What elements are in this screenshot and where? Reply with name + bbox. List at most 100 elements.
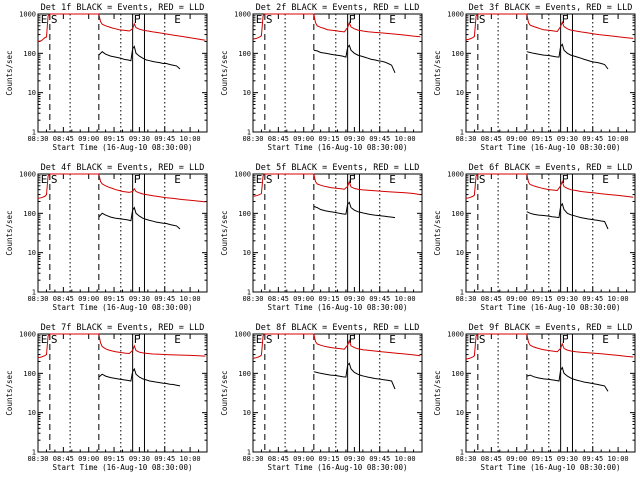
x-axis-label: Start Time (16-Aug-10 08:30:00) [481, 143, 621, 152]
x-tick-label: 09:15 [104, 135, 125, 143]
x-axis-label: Start Time (16-Aug-10 08:30:00) [481, 463, 621, 472]
detector-panel: Det 1f BLACK = Events, RED = LLD 1 10 100 10… [5, 3, 208, 152]
detector-panel: Det 5f BLACK = Events, RED = LLD 1 10 100 10… [220, 163, 423, 312]
events-series-line [526, 366, 609, 392]
x-tick-label: 09:00 [78, 455, 99, 463]
y-tick-label: 100 [238, 50, 251, 58]
lld-series-line [37, 13, 206, 42]
x-axis-label: Start Time (16-Aug-10 08:30:00) [268, 303, 408, 312]
x-tick-label: 09:30 [129, 295, 150, 303]
events-series-line [313, 362, 396, 390]
x-tick-label: 09:00 [506, 455, 527, 463]
x-tick-label: 08:45 [481, 455, 502, 463]
x-tick-label: 09:45 [154, 455, 175, 463]
time-marker-label: E [174, 13, 181, 26]
x-axis-label: Start Time (16-Aug-10 08:30:00) [481, 303, 621, 312]
panel-title: Det 7f BLACK = Events, RED = LLD [41, 323, 205, 333]
x-tick-label: 08:45 [53, 295, 74, 303]
lld-series-line [37, 173, 206, 203]
time-marker-label: E [256, 13, 263, 26]
y-tick-label: 10 [456, 409, 464, 417]
y-axis-label: Counts/sec [220, 370, 229, 415]
y-tick-label: 1 [247, 129, 251, 137]
time-marker-label: F [349, 173, 356, 186]
lld-series-line [37, 333, 206, 359]
panel-title: Det 6f BLACK = Events, RED = LLD [469, 163, 633, 173]
time-marker-label: S [266, 333, 273, 346]
y-tick-label: 1000 [19, 331, 36, 339]
panel-title: Det 9f BLACK = Events, RED = LLD [469, 323, 633, 333]
time-marker-label: E [41, 333, 48, 346]
plot-frame [37, 333, 208, 453]
x-tick-label: 09:00 [506, 295, 527, 303]
y-tick-label: 100 [23, 210, 36, 218]
x-tick-label: 09:00 [78, 135, 99, 143]
x-tick-label: 09:15 [532, 135, 553, 143]
y-tick-label: 1000 [447, 331, 464, 339]
time-marker-label: E [469, 333, 476, 346]
x-tick-label: 08:30 [242, 455, 263, 463]
x-tick-label: 08:45 [481, 135, 502, 143]
plot-frame [37, 13, 208, 133]
y-tick-label: 1000 [447, 171, 464, 179]
y-tick-label: 1000 [19, 11, 36, 19]
y-tick-label: 100 [23, 370, 36, 378]
x-tick-label: 10:00 [180, 135, 201, 143]
lld-series-line [465, 333, 634, 360]
x-tick-label: 10:00 [608, 455, 629, 463]
x-axis-label: Start Time (16-Aug-10 08:30:00) [268, 463, 408, 472]
x-tick-label: 09:30 [129, 455, 150, 463]
time-marker-label: F [562, 173, 569, 186]
x-tick-label: 09:15 [104, 455, 125, 463]
x-tick-label: 09:00 [293, 135, 314, 143]
time-marker-label: E [256, 173, 263, 186]
y-tick-label: 100 [451, 370, 464, 378]
x-tick-label: 09:15 [532, 295, 553, 303]
plot-frame [252, 13, 423, 133]
y-tick-label: 1 [460, 129, 464, 137]
x-tick-label: 08:45 [481, 295, 502, 303]
y-tick-label: 100 [451, 210, 464, 218]
x-tick-label: 09:15 [319, 295, 340, 303]
x-tick-label: 10:00 [395, 135, 416, 143]
plot-frame [465, 333, 636, 453]
x-tick-label: 09:45 [154, 135, 175, 143]
plot-frame [252, 333, 423, 453]
x-tick-label: 09:30 [557, 455, 578, 463]
y-tick-label: 1000 [234, 11, 251, 19]
x-tick-label: 08:30 [455, 295, 476, 303]
x-tick-label: 08:45 [53, 135, 74, 143]
y-axis-label: Counts/sec [5, 370, 14, 415]
y-axis-label: Counts/sec [433, 370, 442, 415]
y-axis-label: Counts/sec [220, 210, 229, 255]
time-marker-label: E [174, 173, 181, 186]
plot-frame [465, 173, 636, 293]
x-tick-label: 09:30 [129, 135, 150, 143]
y-tick-label: 10 [243, 89, 251, 97]
y-tick-label: 1000 [234, 331, 251, 339]
x-tick-label: 08:30 [27, 295, 48, 303]
x-axis-label: Start Time (16-Aug-10 08:30:00) [53, 303, 193, 312]
x-axis-label: Start Time (16-Aug-10 08:30:00) [53, 463, 193, 472]
detector-panel: Det 8f BLACK = Events, RED = LLD 1 10 100 10… [220, 323, 423, 472]
x-tick-label: 08:30 [242, 295, 263, 303]
time-marker-label: E [602, 333, 609, 346]
time-marker-label: S [266, 13, 273, 26]
x-tick-label: 08:45 [268, 135, 289, 143]
time-marker-label: F [349, 333, 356, 346]
x-tick-label: 09:15 [319, 135, 340, 143]
y-tick-label: 1 [32, 289, 36, 297]
lld-series-line [252, 333, 421, 359]
events-series-line [98, 206, 181, 230]
time-marker-label: E [389, 333, 396, 346]
y-tick-label: 1 [32, 129, 36, 137]
time-marker-label: E [41, 13, 48, 26]
x-tick-label: 09:45 [369, 135, 390, 143]
x-tick-label: 08:30 [455, 135, 476, 143]
y-tick-label: 100 [238, 370, 251, 378]
x-tick-label: 10:00 [608, 295, 629, 303]
events-series-line [313, 44, 396, 74]
detector-panel: Det 3f BLACK = Events, RED = LLD 1 10 100 10… [433, 3, 636, 152]
x-tick-label: 08:45 [53, 455, 74, 463]
detector-panel: Det 9f BLACK = Events, RED = LLD 1 10 100 10… [433, 323, 636, 472]
